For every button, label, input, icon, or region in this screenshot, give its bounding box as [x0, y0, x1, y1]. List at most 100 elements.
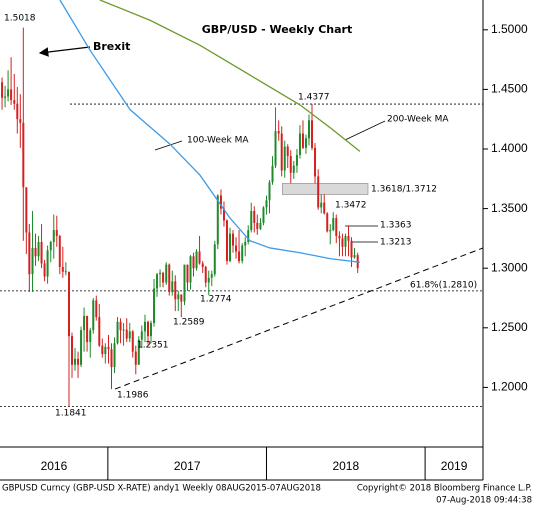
candle-body — [338, 236, 341, 239]
candle-body — [332, 218, 335, 231]
candle-body — [4, 96, 7, 98]
annotation: 1.3213 — [380, 238, 412, 248]
annotation: 1.3363 — [380, 221, 412, 231]
candle-body — [353, 255, 356, 258]
candle-body — [323, 202, 326, 214]
candle-body — [107, 346, 110, 350]
candle-body — [58, 236, 61, 268]
candle-body — [125, 329, 128, 339]
candle-body — [292, 165, 295, 173]
candle-body — [37, 241, 40, 257]
y-tick-label: 1.4000 — [491, 141, 528, 155]
brexit-arrow — [38, 46, 91, 57]
footer-timestamp: 07-Aug-2018 09:44:38 — [436, 496, 532, 506]
candle-body — [265, 200, 268, 208]
candle-body — [7, 89, 10, 97]
x-tick-label: 2016 — [41, 459, 68, 473]
annotation: 1.2589 — [173, 318, 205, 328]
candle-body — [250, 210, 253, 231]
x-tick-label: 2018 — [332, 459, 359, 473]
candle-body — [222, 208, 225, 221]
candle-body — [89, 330, 92, 343]
candle-body — [180, 294, 183, 302]
candle-body — [335, 218, 338, 237]
candle-body — [156, 274, 159, 289]
y-tick-label: 1.3000 — [491, 260, 528, 274]
resistance-zone — [282, 183, 369, 195]
candle-body — [22, 122, 25, 188]
candle-body — [329, 230, 332, 232]
y-tick-label: 1.5000 — [491, 22, 528, 36]
candle-body — [198, 251, 201, 264]
moving-average — [99, 0, 361, 152]
candle-body — [16, 103, 19, 120]
candle-body — [301, 133, 304, 148]
candle-body — [98, 317, 101, 346]
candle-body — [192, 256, 195, 269]
candle-body — [225, 220, 228, 262]
candle-body — [10, 89, 13, 101]
candle-body — [34, 247, 37, 257]
ma-label: 200-Week MA — [387, 115, 449, 125]
candle-body — [177, 294, 180, 300]
chart-title: GBP/USD - Weekly Chart — [202, 23, 352, 36]
candle-body — [195, 251, 198, 269]
annotation: 1.5018 — [4, 14, 36, 24]
candle-body — [64, 271, 67, 273]
candle-body — [232, 233, 235, 246]
candle-body — [271, 165, 274, 183]
candle-body — [350, 240, 353, 258]
candle-body — [128, 331, 131, 339]
candle-body — [347, 236, 350, 241]
candle-body — [137, 339, 140, 365]
candle-body — [40, 241, 43, 264]
candle-body — [219, 195, 222, 209]
candle-body — [61, 267, 64, 272]
candle-body — [122, 329, 125, 331]
annotation: 1.2351 — [137, 341, 169, 351]
candle-body — [104, 346, 107, 355]
candle-body — [150, 323, 153, 337]
candle-body — [253, 210, 256, 223]
candle-body — [277, 131, 280, 134]
candle-body — [116, 321, 119, 344]
annotation: 61.8%(1.2810) — [410, 281, 477, 291]
candle-body — [311, 120, 314, 148]
candle-body — [213, 244, 216, 275]
x-tick-label: 2017 — [174, 459, 201, 473]
candle-body — [241, 245, 244, 262]
candle-body — [131, 331, 134, 352]
candle-body — [256, 222, 259, 229]
candle-body — [298, 133, 301, 155]
candle-body — [83, 315, 86, 331]
candle-body — [235, 245, 238, 252]
plot-area — [0, 0, 483, 407]
ma-label: 100-Week MA — [187, 136, 249, 146]
ma-leader — [344, 120, 386, 141]
candle-body — [201, 263, 204, 268]
candle-body — [52, 230, 55, 242]
candle-body — [92, 300, 95, 331]
annotation: 1.2774 — [200, 295, 232, 305]
candle-body — [189, 256, 192, 283]
y-tick-label: 1.2500 — [491, 320, 528, 334]
annotation: 1.1841 — [55, 409, 87, 419]
candle-body — [165, 264, 168, 283]
candle-body — [146, 321, 149, 337]
candle-body — [25, 187, 28, 233]
candle-body — [74, 358, 77, 365]
candle-body — [326, 213, 329, 232]
candle-body — [119, 321, 122, 331]
ma-leader — [154, 140, 183, 151]
candle-body — [286, 146, 289, 157]
candle-body — [210, 274, 213, 278]
candle-body — [134, 351, 137, 365]
candle-body — [13, 100, 16, 104]
candle-body — [259, 222, 262, 229]
candle-body — [283, 146, 286, 171]
candle-body — [344, 236, 347, 247]
candle-body — [174, 281, 177, 300]
candle-body — [229, 233, 231, 262]
y-tick-label: 1.3500 — [491, 201, 528, 215]
